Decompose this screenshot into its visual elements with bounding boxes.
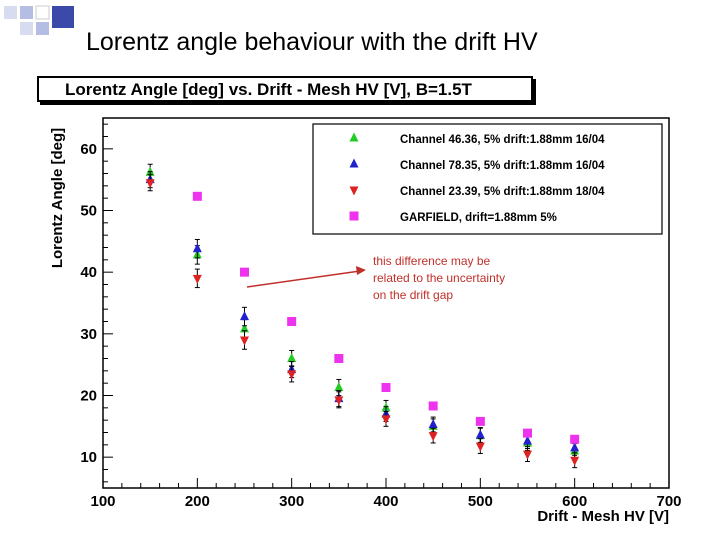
y-tick-label: 40 <box>80 264 97 281</box>
data-point <box>523 450 532 460</box>
slide-title: Lorentz angle behaviour with the drift H… <box>86 28 538 56</box>
x-tick-label: 300 <box>279 493 304 510</box>
data-point <box>240 311 249 321</box>
legend-entry: Channel 78.35, 5% drift:1.88mm 16/04 <box>400 160 605 172</box>
x-tick-label: 200 <box>185 493 210 510</box>
data-point <box>240 336 249 346</box>
data-point <box>240 267 249 277</box>
data-point <box>428 401 438 411</box>
x-tick-label: 500 <box>468 493 493 510</box>
data-point <box>570 434 580 444</box>
x-tick-label: 400 <box>373 493 398 510</box>
legend-entry: Channel 23.39, 5% drift:1.88mm 18/04 <box>400 186 605 198</box>
data-point <box>570 442 580 452</box>
legend-marker <box>349 132 359 142</box>
data-point <box>475 416 485 426</box>
chart-title-box: Lorentz Angle [deg] vs. Drift - Mesh HV … <box>37 76 533 102</box>
data-point <box>381 415 391 425</box>
y-axis-label: Lorentz Angle [deg] <box>49 128 66 268</box>
data-point <box>523 435 532 445</box>
annotation-text: related to the uncertainty <box>373 271 505 285</box>
data-point <box>334 354 344 363</box>
data-point <box>287 317 297 326</box>
data-point <box>240 323 249 333</box>
legend-entry: Channel 46.36, 5% drift:1.88mm 16/04 <box>400 134 605 146</box>
legend-marker <box>349 211 359 221</box>
x-axis-label: Drift - Mesh HV [V] <box>537 508 669 525</box>
data-point <box>192 274 202 284</box>
data-point <box>428 418 438 428</box>
annotation-arrowhead <box>356 266 366 275</box>
legend-marker <box>349 158 359 168</box>
x-tick-label: 100 <box>90 493 115 510</box>
data-point <box>475 442 485 452</box>
data-point <box>287 353 297 362</box>
y-tick-label: 10 <box>80 449 97 466</box>
data-point <box>523 428 532 438</box>
chart-title: Lorentz Angle [deg] vs. Drift - Mesh HV … <box>65 80 472 99</box>
y-tick-label: 60 <box>80 141 97 158</box>
data-point <box>334 381 344 391</box>
x-tick-label: 700 <box>656 493 681 510</box>
data-point <box>287 370 297 380</box>
data-point <box>475 429 485 439</box>
data-point <box>192 243 202 253</box>
data-point <box>334 396 344 406</box>
y-tick-label: 20 <box>80 388 97 405</box>
data-point <box>428 432 438 442</box>
annotation-text: on the drift gap <box>373 288 453 302</box>
legend-entry: GARFIELD, drift=1.88mm 5% <box>400 212 557 224</box>
data-point <box>192 191 202 201</box>
decorative-squares-logo <box>4 5 74 35</box>
data-point <box>381 382 391 392</box>
legend-marker <box>349 186 359 196</box>
annotation-arrow <box>246 270 361 288</box>
data-point <box>570 456 580 466</box>
data-point <box>145 179 155 189</box>
y-tick-label: 50 <box>80 203 97 220</box>
legend-box <box>312 123 663 235</box>
annotation-text: this difference may be <box>373 254 491 268</box>
x-tick-label: 600 <box>562 493 587 510</box>
y-tick-label: 30 <box>80 326 97 343</box>
